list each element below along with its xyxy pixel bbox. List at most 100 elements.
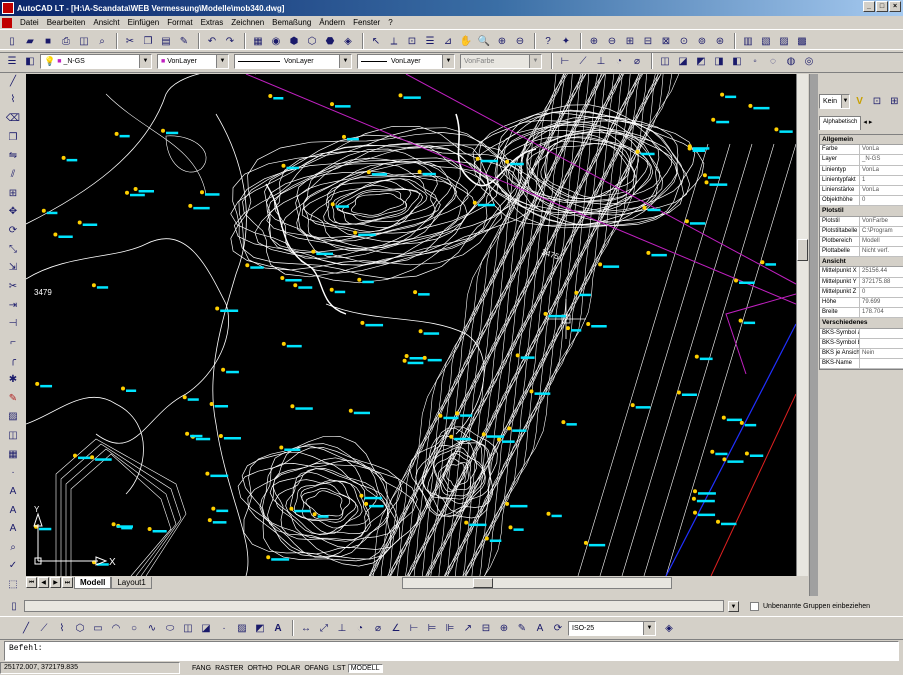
leader-icon[interactable]: ↗ — [463, 622, 473, 634]
property-row[interactable]: Höhe 79.699 — [820, 298, 903, 309]
copy-object-icon[interactable]: ❐ — [8, 131, 18, 143]
scale-icon[interactable]: ⤡ — [9, 243, 17, 255]
open-icon[interactable]: ▰ — [26, 35, 34, 47]
properties-icon[interactable]: ◈ — [344, 35, 352, 47]
linetype-dropdown[interactable]: VonLayer ▼ — [234, 53, 352, 69]
rotate-icon[interactable]: ⟳ — [8, 224, 18, 236]
snap-toggle[interactable]: FANG — [192, 664, 212, 672]
dim-text-edit-icon[interactable]: A — [536, 622, 544, 634]
property-row[interactable]: Mittelpunkt X 25156.44 — [820, 267, 903, 278]
zoom-window-icon[interactable]: ⊕ — [497, 35, 507, 47]
property-value[interactable]: 0 — [862, 197, 866, 204]
text-icon[interactable]: A — [9, 504, 17, 516]
document-icon[interactable] — [2, 17, 12, 28]
property-category[interactable]: Verschiedenes — [820, 318, 903, 329]
grid-toggle[interactable]: RASTER — [215, 664, 244, 672]
zoom-out-icon[interactable]: ⊖ — [607, 35, 617, 47]
new-icon[interactable]: ▯ — [9, 35, 15, 47]
property-value[interactable] — [860, 329, 903, 338]
globe-icon[interactable]: ◉ — [271, 35, 281, 47]
point-icon[interactable]: · — [11, 467, 15, 479]
region-tool-icon[interactable]: ◫ — [8, 429, 18, 441]
zoom-in-icon[interactable]: ⊕ — [589, 35, 599, 47]
dimstyle-manager-icon[interactable]: ◈ — [665, 622, 673, 634]
property-value[interactable]: VonLa — [862, 166, 880, 173]
paste-icon[interactable]: ▤ — [161, 35, 171, 47]
property-category[interactable]: Plotstil — [820, 206, 903, 217]
dim-diameter-draw-icon[interactable]: ⌀ — [374, 622, 382, 634]
raster-icon[interactable]: ◧ — [732, 55, 742, 67]
dim-linear-draw-icon[interactable]: ↔ — [301, 622, 311, 634]
extend-icon[interactable]: ⇥ — [8, 299, 18, 311]
zoom-dynamic-icon[interactable]: ⊚ — [697, 35, 707, 47]
vertical-scrollbar[interactable] — [796, 74, 808, 576]
ellipse-icon[interactable]: ⬭ — [165, 622, 175, 634]
dim-linear-icon[interactable]: ⊢ — [560, 55, 570, 67]
line-draw-icon[interactable]: ╱ — [22, 622, 30, 634]
drawing-canvas[interactable]: 3475 3479 Y X — [26, 74, 796, 576]
xref-icon[interactable]: ◩ — [696, 55, 706, 67]
today-icon[interactable]: ▦ — [253, 35, 263, 47]
dim-ordinate-draw-icon[interactable]: ⊥ — [337, 622, 347, 634]
property-row[interactable]: Objekthöhe 0 — [820, 196, 903, 207]
mirror-icon[interactable]: ⇋ — [8, 150, 18, 162]
boundary-icon[interactable]: ◎ — [804, 55, 814, 67]
zoom-object-icon[interactable]: ⊛ — [715, 35, 725, 47]
dim-aligned-icon[interactable]: ⟋ — [579, 55, 587, 67]
layer-iso-icon[interactable]: ▨ — [779, 35, 789, 47]
layer-current-icon[interactable]: ◧ — [25, 55, 35, 67]
group-name-field[interactable] — [24, 600, 724, 612]
preview-icon[interactable]: ◫ — [79, 35, 89, 47]
array-icon[interactable]: ⊞ — [8, 187, 18, 199]
block-icon[interactable]: ◫ — [660, 55, 670, 67]
unnamed-groups-checkbox[interactable] — [750, 601, 759, 611]
layer-unisolate-icon[interactable]: ▩ — [797, 35, 807, 47]
stretch-icon[interactable]: ⇲ — [8, 262, 18, 274]
tab-next-button[interactable]: ▶ — [50, 577, 61, 588]
insert-block-icon[interactable]: ⬚ — [8, 579, 18, 591]
property-value[interactable]: C:\Program — [862, 227, 893, 234]
property-row[interactable]: Layer _N-GS — [820, 155, 903, 166]
menu-einfuegen[interactable]: Einfügen — [127, 18, 160, 27]
osnap-toggle[interactable]: OFANG — [304, 664, 329, 672]
property-value[interactable] — [860, 339, 903, 348]
dim-edit-icon[interactable]: ✎ — [517, 622, 527, 634]
wipeout-icon[interactable]: ◦ — [753, 55, 757, 67]
offset-icon[interactable]: ⫽ — [10, 169, 16, 181]
tab-prev-button[interactable]: ◀ — [38, 577, 49, 588]
designcenter-icon[interactable]: ⬣ — [325, 35, 335, 47]
explode-icon[interactable]: ✱ — [8, 374, 18, 386]
menu-extras[interactable]: Extras — [200, 18, 224, 27]
property-value[interactable]: Nicht verf. — [862, 248, 890, 255]
print-icon[interactable]: ⎙ — [62, 35, 70, 47]
property-value[interactable]: 0 — [862, 288, 866, 295]
menu-bemassung[interactable]: Bemaßung — [272, 18, 312, 27]
dim-angular-draw-icon[interactable]: ∠ — [391, 622, 401, 634]
dim-update-icon[interactable]: ⟳ — [553, 622, 563, 634]
property-row[interactable]: Linientyp VonLa — [820, 165, 903, 176]
copy-icon[interactable]: ❐ — [143, 35, 153, 47]
spline-icon[interactable]: ∿ — [147, 622, 157, 634]
palette-titlebar[interactable] — [810, 74, 818, 596]
property-value[interactable]: 79.699 — [862, 299, 881, 305]
baseline-icon[interactable]: ⊨ — [427, 622, 437, 634]
menu-fenster[interactable]: Fenster — [353, 18, 381, 27]
hatch-draw-icon[interactable]: ▨ — [237, 622, 247, 634]
insert-icon[interactable]: ⬡ — [307, 35, 317, 47]
tab-last-button[interactable]: ⏭ — [62, 577, 73, 588]
menu-zeichnen[interactable]: Zeichnen — [231, 18, 265, 27]
dimstyle-dropdown[interactable]: ISO-25 ▼ — [568, 620, 656, 636]
property-value[interactable]: 178.704 — [862, 309, 884, 316]
coordinate-display[interactable]: 25172.007, 372179.835 — [0, 662, 180, 674]
property-value[interactable] — [860, 359, 903, 368]
tab-scroll-arrows[interactable]: ◂ ▸ — [863, 119, 873, 126]
list-icon[interactable]: ☰ — [425, 35, 435, 47]
property-value[interactable]: Nein — [862, 349, 875, 356]
pan-icon[interactable]: ✋ — [459, 35, 473, 47]
property-category[interactable]: Ansicht — [820, 257, 903, 268]
dim-radius-icon[interactable]: ◔ — [615, 55, 623, 67]
property-row[interactable]: Plottabelle Nicht verf. — [820, 247, 903, 258]
area-icon[interactable]: ⊡ — [407, 35, 417, 47]
property-row[interactable]: Plotbereich Modell — [820, 236, 903, 248]
property-row[interactable]: BKS je Ansicht Nein — [820, 348, 903, 360]
